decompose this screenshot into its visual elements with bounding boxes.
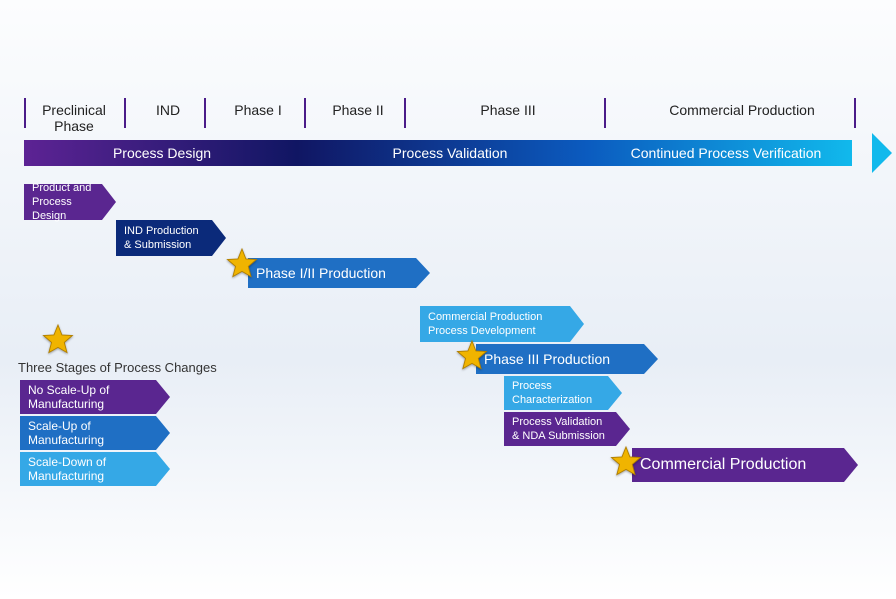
band-arrowhead [872, 133, 892, 173]
legend-item: Scale-Down of Manufacturing [20, 452, 156, 486]
phase-tick [24, 98, 26, 128]
star-icon [224, 246, 260, 282]
legend-title: Three Stages of Process Changes [18, 360, 217, 375]
process-band: Process DesignProcess ValidationContinue… [24, 140, 872, 166]
phase-label: Phase I [228, 102, 288, 118]
phase-row: Preclinical Phase IND Phase I Phase II Phase… [24, 102, 872, 140]
phase-tick [124, 98, 126, 128]
phase-label: Phase III [468, 102, 548, 118]
star-icon [454, 338, 490, 374]
phase-tick [854, 98, 856, 128]
star-icon [40, 322, 76, 358]
phase-tick [204, 98, 206, 128]
phase-label: Commercial Production [652, 102, 832, 118]
phase-label: Preclinical Phase [34, 102, 114, 134]
commercial-dev: Commercial Production Process Developmen… [420, 306, 570, 342]
star-icon [608, 444, 644, 480]
process-validation-nda: Process Validation & NDA Submission [504, 412, 616, 446]
product-process-design: Product and Process Design [24, 184, 102, 220]
diagram-canvas: Preclinical Phase IND Phase I Phase II Phase… [0, 0, 896, 599]
phase-tick [404, 98, 406, 128]
legend-item: No Scale-Up of Manufacturing [20, 380, 156, 414]
legend-item: Scale-Up of Manufacturing [20, 416, 156, 450]
band-segment-label: Continued Process Verification [600, 140, 852, 166]
phase-label: Phase II [328, 102, 388, 118]
band-segment-label: Process Validation [300, 140, 600, 166]
phase-label: IND [148, 102, 188, 118]
phase3-production: Phase III Production [476, 344, 644, 374]
phase-tick [304, 98, 306, 128]
phase12-production: Phase I/II Production [248, 258, 416, 288]
phase-tick [604, 98, 606, 128]
process-char: Process Characterization [504, 376, 608, 410]
commercial-production: Commercial Production [632, 448, 844, 482]
band-segment-label: Process Design [24, 140, 300, 166]
ind-production: IND Production & Submission [116, 220, 212, 256]
